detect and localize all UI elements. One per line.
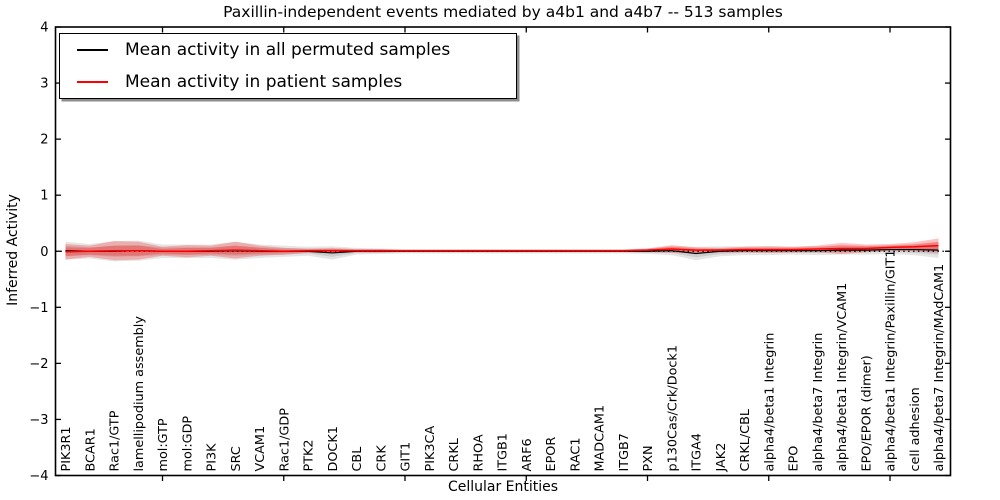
legend: Mean activity in all permuted samples Me… — [59, 33, 517, 99]
x-category-label: PXN — [641, 445, 656, 471]
y-tick-label: 3 — [40, 77, 48, 92]
x-category-label: CRKL/CBL — [738, 408, 753, 471]
patient-line-swatch-icon — [77, 81, 108, 83]
y-axis-title: Inferred Activity — [5, 194, 21, 306]
x-category-label: PI3K — [205, 443, 220, 472]
x-category-label: lamellipodium assembly — [132, 316, 147, 472]
legend-label: Mean activity in all permuted samples — [125, 40, 451, 60]
permuted-line-swatch-icon — [77, 49, 108, 51]
x-category-label: alpha4/beta1 Integrin/Paxillin/GIT1 — [884, 250, 899, 472]
y-tick-label: −3 — [29, 413, 48, 428]
band-patient-inner — [65, 241, 939, 257]
x-category-label: mol:GTP — [156, 418, 171, 471]
y-tick-label: 2 — [40, 133, 48, 148]
x-category-label: ITGB1 — [496, 433, 511, 471]
y-tick-label: −1 — [29, 301, 48, 316]
x-category-label: CRK — [374, 445, 389, 472]
y-tick-label: −2 — [29, 357, 48, 372]
x-category-label: p130Cas/Crk/Dock1 — [665, 345, 680, 472]
x-category-label: BCAR1 — [83, 428, 98, 471]
x-category-label: CBL — [350, 446, 365, 472]
legend-entry-patient: Mean activity in patient samples — [60, 66, 516, 98]
legend-label: Mean activity in patient samples — [125, 72, 403, 92]
x-category-label: SRC — [229, 446, 244, 471]
legend-entry-permuted: Mean activity in all permuted samples — [60, 34, 516, 66]
x-category-label: RAC1 — [568, 438, 583, 472]
x-category-label: mol:GDP — [180, 416, 195, 472]
chart-title: Paxillin-independent events mediated by … — [223, 3, 783, 21]
x-category-label: Rac1/GTP — [108, 410, 123, 471]
x-category-label: alpha4/beta7 Integrin — [811, 333, 826, 472]
x-category-label: VCAM1 — [253, 426, 268, 472]
x-category-label: MADCAM1 — [593, 405, 608, 472]
x-category-label: PIK3CA — [423, 426, 438, 472]
x-category-label: EPO/EPOR (dimer) — [859, 355, 874, 471]
x-category-label: cell adhesion — [908, 387, 923, 471]
x-category-label: RHOA — [471, 434, 486, 471]
x-category-label: alpha4/beta1 Integrin — [762, 333, 777, 472]
x-category-label: ARF6 — [520, 438, 535, 471]
x-category-label: ITGA4 — [690, 433, 705, 471]
x-category-label: PTK2 — [302, 439, 317, 471]
x-category-label: PIK3R1 — [59, 426, 74, 471]
x-category-label: JAK2 — [714, 443, 729, 473]
x-category-label: GIT1 — [399, 442, 414, 472]
x-category-label: EPO — [787, 446, 802, 472]
series-line-patient — [65, 244, 939, 253]
x-axis-title: Cellular Entities — [447, 479, 559, 495]
x-category-label: DOCK1 — [326, 426, 341, 471]
x-category-label: EPOR — [544, 437, 559, 472]
y-tick-label: −4 — [29, 469, 48, 484]
y-tick-label: 0 — [40, 245, 48, 260]
y-tick-label: 4 — [40, 21, 48, 36]
x-category-label: ITGB7 — [617, 433, 632, 471]
x-category-label: CRKL — [447, 437, 462, 471]
x-category-label: alpha4/beta7 Integrin/MAdCAM1 — [932, 264, 947, 472]
x-category-label: alpha4/beta1 Integrin/VCAM1 — [835, 283, 850, 472]
x-category-label: Rac1/GDP — [277, 408, 292, 472]
y-tick-label: 1 — [40, 189, 48, 204]
